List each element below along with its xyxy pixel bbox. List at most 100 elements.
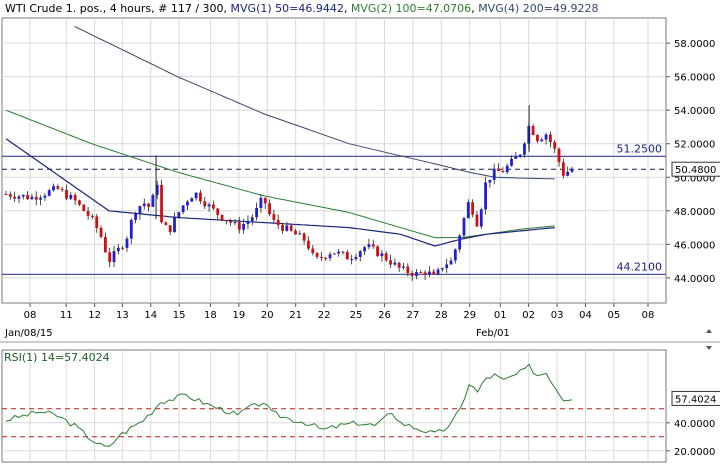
candle-down <box>302 233 306 241</box>
candle-up <box>259 197 263 209</box>
candle-down <box>147 203 150 207</box>
y-tick-label: 58.0000 <box>674 39 715 50</box>
candle-down <box>289 225 293 231</box>
candle-down <box>65 189 68 199</box>
candle-up <box>190 198 194 202</box>
candle-up <box>173 217 176 232</box>
candle-down <box>211 204 215 209</box>
candle-down <box>4 194 8 196</box>
collapse-up-icon[interactable] <box>706 329 712 333</box>
candle-down <box>237 222 241 230</box>
candle-up <box>155 184 159 195</box>
x-tick-label: 18 <box>204 310 217 321</box>
symbol-label: WTI Crude 1. pos. <box>5 2 103 15</box>
date-label-feb: Feb/01 <box>476 328 510 339</box>
candle-down <box>220 214 224 221</box>
candle-up <box>505 165 509 173</box>
candle-down <box>397 262 401 268</box>
candle-down <box>224 220 228 222</box>
candle-down <box>8 194 12 197</box>
candle-up <box>428 271 431 275</box>
candle-down <box>410 272 414 277</box>
candle-down <box>86 211 90 216</box>
x-tick-label: 14 <box>144 310 157 321</box>
timeframe-label: 4 hours <box>110 2 152 15</box>
candle-up <box>17 196 21 199</box>
candle-up <box>39 197 42 200</box>
candle-up <box>285 225 289 231</box>
candle-down <box>78 200 81 205</box>
candle-up <box>488 179 492 183</box>
candle-up <box>21 194 25 197</box>
candle-down <box>531 126 535 135</box>
y-tick-label: 48.0000 <box>674 207 715 218</box>
x-tick-label: 21 <box>289 310 302 321</box>
candle-down <box>13 196 17 199</box>
candle-up <box>242 223 246 230</box>
x-tick-label: 27 <box>407 310 420 321</box>
candle-down <box>553 142 557 149</box>
candle-up <box>445 264 449 269</box>
candle-up <box>518 154 522 157</box>
candle-down <box>168 225 172 232</box>
rsi-series-line <box>5 363 573 447</box>
candle-up <box>566 171 570 176</box>
candle-up <box>393 262 397 265</box>
price-plot-area <box>1 17 667 304</box>
candle-down <box>341 251 345 253</box>
candle-down <box>320 256 323 258</box>
candle-down <box>281 225 284 231</box>
x-tick-label: 20 <box>261 310 274 321</box>
collapse-down-icon[interactable] <box>706 346 712 350</box>
candle-up <box>298 233 302 235</box>
candle-down <box>199 192 202 202</box>
candle-up <box>337 251 341 254</box>
candle-up <box>151 194 155 207</box>
candle-down <box>432 271 436 274</box>
candle-down <box>91 215 94 217</box>
candle-up <box>492 168 496 180</box>
candle-down <box>324 257 328 259</box>
date-label-jan: Jan/08/15 <box>4 328 53 339</box>
candle-up <box>69 194 73 199</box>
level-label-44.2100: 44.2100 <box>617 260 663 273</box>
candle-up <box>436 269 440 274</box>
ma200-line <box>74 25 555 180</box>
candle-up <box>415 272 418 277</box>
candle-up <box>514 156 518 159</box>
x-tick-label: 04 <box>579 310 592 321</box>
candle-down <box>557 148 561 163</box>
candle-up <box>125 238 129 248</box>
rsi-current-label: 57.4024 <box>675 394 716 405</box>
rsi-y-tick-label: 40.0000 <box>674 419 715 430</box>
candle-down <box>216 208 220 215</box>
y-tick-label: 54.0000 <box>674 106 715 117</box>
x-tick-label: 03 <box>551 310 564 321</box>
candle-up <box>570 168 574 172</box>
candle-down <box>311 248 315 254</box>
x-tick-label: 28 <box>435 310 448 321</box>
y-tick-label: 44.0000 <box>674 274 715 285</box>
candle-down <box>121 247 125 249</box>
x-tick-label: 22 <box>318 310 331 321</box>
candle-down <box>99 227 103 237</box>
ma50-legend: MVG(1) 50=46.9442 <box>231 2 344 15</box>
candle-up <box>129 219 133 239</box>
candle-down <box>548 134 552 143</box>
candle-down <box>497 168 500 171</box>
candle-down <box>164 222 168 226</box>
x-tick-label: 02 <box>522 310 535 321</box>
x-tick-label: 08 <box>24 310 37 321</box>
candle-up <box>367 244 371 248</box>
candle-up <box>255 208 258 218</box>
x-tick-label: 12 <box>88 310 101 321</box>
candle-up <box>544 134 548 140</box>
candle-up <box>43 195 47 198</box>
candle-up <box>332 253 336 255</box>
candle-up <box>116 247 120 252</box>
candle-up <box>466 202 470 219</box>
candle-up <box>186 201 189 206</box>
level-label-51.2500: 51.2500 <box>617 142 663 155</box>
candle-down <box>389 260 392 265</box>
chart-header: WTI Crude 1. pos., 4 hours, # 117 / 300,… <box>5 2 599 15</box>
